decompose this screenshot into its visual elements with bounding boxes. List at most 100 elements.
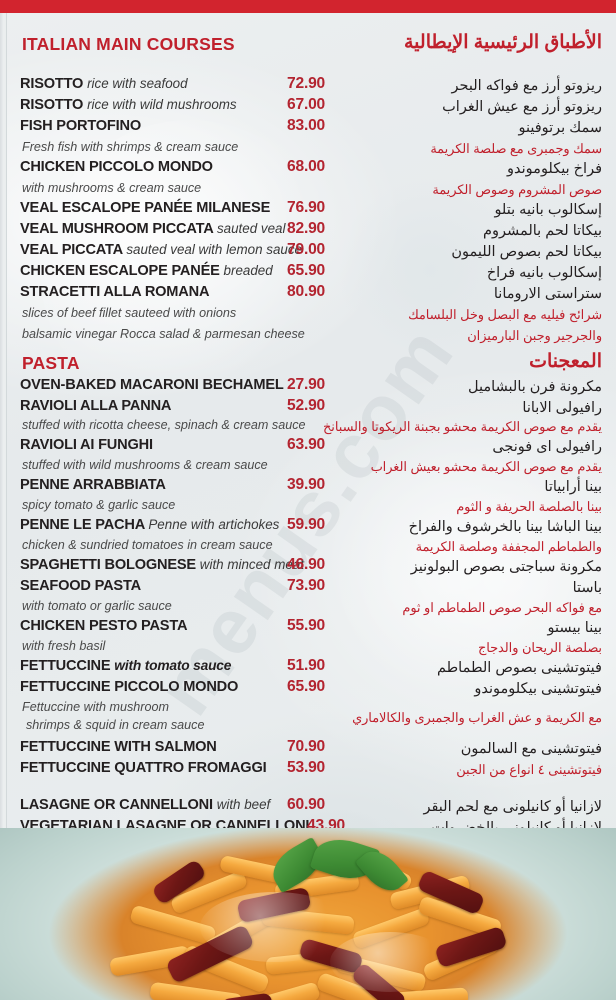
menu-item-row[interactable]: LASAGNE OR CANNELLONI with beef 60.90 [20,796,342,817]
item-name-ar: فيتوتشينى ٤ انواع من الجبن [456,762,602,777]
item-name-ar: فراخ بيكلوموندو [507,161,602,177]
menu-item-row[interactable]: STRACETTI ALLA ROMANA 80.90 [20,283,342,304]
section-title-pasta-en: PASTA [22,353,80,373]
item-description-ar: والجرجير وجبن البارميزان [467,328,602,343]
item-price: 79.00 [287,241,326,258]
item-description-ar: يقدم مع صوص الكريمة محشو بجبنة الريكوتا … [323,419,602,434]
item-description-ar: يقدم مع صوص الكريمة محشو بعيش الغراب [370,459,602,474]
item-description: with tomato or garlic sauce [22,599,172,613]
item-name: CHICKEN PICCOLO MONDO [20,159,213,175]
menu-item-row[interactable]: RAVIOLI AI FUNGHI 63.90 [20,436,342,457]
item-price: 72.90 [287,75,326,92]
item-name-ar: فيتوتشينى بصوص الطماطم [436,660,602,676]
menu-item-row[interactable]: FETTUCCINE with tomato sauce 51.90 [20,657,342,678]
item-name: RISOTTO rice with wild mushrooms [20,97,237,113]
item-price: 63.90 [287,436,326,453]
section-title-italian-main-courses-en: ITALIAN MAIN COURSES [22,34,235,54]
item-name: RAVIOLI AI FUNGHI [20,437,153,453]
item-name-ar: مكرونة فرن بالبشاميل [468,379,602,395]
item-name: OVEN-BAKED MACARONI BECHAMEL [20,377,284,393]
item-name: VEAL ESCALOPE PANÉE MILANESE [20,200,271,216]
item-name-ar: بيكاتا لحم بصوص الليمون [451,244,602,260]
menu-item-row[interactable]: CHICKEN PICCOLO MONDO 68.00 [20,158,342,179]
item-description-ar: مع فواكه البحر صوص الطماطم او ثوم [402,600,602,615]
item-name: FETTUCCINE with tomato sauce [20,658,232,674]
menu-item-row[interactable]: FISH PORTOFINO 83.00 [20,117,342,138]
item-description-ar: صوص المشروم وصوص الكريمة [432,182,602,197]
item-name: RISOTTO rice with seafood [20,76,188,92]
item-price: 52.90 [287,397,326,414]
item-price: 65.90 [287,262,326,279]
item-name-ar: رافيولى اى فونجى [492,439,602,455]
left-edge-strip [0,13,7,828]
menu-item-row[interactable]: OVEN-BAKED MACARONI BECHAMEL 27.90 [20,376,342,397]
menu-item-row[interactable]: VEAL PICCATA sauted veal with lemon sauc… [20,241,342,262]
menu-item-row[interactable]: CHICKEN ESCALOPE PANÉE breaded 65.90 [20,262,342,283]
item-description: slices of beef fillet sauteed with onion… [22,306,237,320]
item-price: 65.90 [287,678,326,695]
section-title-pasta-ar: المعجنات [529,351,602,372]
menu-content: ITALIAN MAIN COURSES الأطباق الرئيسية ال… [0,13,616,836]
item-description: balsamic vinegar Rocca salad & parmesan … [22,327,305,341]
item-name-ar: ريزوتو أرز مع فواكه البحر [451,78,602,94]
item-name: CHICKEN PESTO PASTA [20,618,188,634]
item-description: with mushrooms & cream sauce [22,181,202,195]
item-price: 27.90 [287,376,326,393]
item-name: PENNE ARRABBIATA [20,477,166,493]
item-price: 55.90 [287,617,326,634]
item-description: chicken & sundried tomatoes in cream sau… [22,538,273,552]
item-name: RAVIOLI ALLA PANNA [20,398,172,414]
menu-item-row[interactable]: SEAFOOD PASTA 73.90 [20,577,342,598]
item-price: 73.90 [287,577,326,594]
item-name-ar: إسكالوب بانيه فراخ [486,265,602,281]
item-description: with fresh basil [22,639,106,653]
top-red-bar [0,0,616,13]
item-price: 60.90 [287,796,326,813]
item-price: 51.90 [287,657,326,674]
item-price: 39.90 [287,476,326,493]
food-photo [0,828,616,1000]
item-name: LASAGNE OR CANNELLONI with beef [20,797,271,813]
item-name-ar: لازانيا أو كانيلونى مع لحم البقر [423,799,602,815]
menu-item-row[interactable]: CHICKEN PESTO PASTA 55.90 [20,617,342,638]
menu-item-row[interactable]: RISOTTO rice with wild mushrooms 67.00 [20,96,342,117]
item-name-ar: بينا الباشا بينا بالخرشوف والفراخ [408,519,602,535]
item-description: shrimps & squid in cream sauce [26,718,205,732]
menu-item-row[interactable]: FETTUCCINE QUATTRO FROMAGGI 53.90 [20,759,342,780]
item-name-ar: باستا [572,580,602,596]
item-name-ar: رافيولى الابانا [522,400,602,416]
item-description: Fettuccine with mushroom [22,700,169,714]
menu-item-row[interactable]: PENNE LE PACHA Penne with artichokes 59.… [20,516,342,537]
item-price: 59.90 [287,516,326,533]
item-price: 70.90 [287,738,326,755]
menu-item-row[interactable]: FETTUCCINE WITH SALMON 70.90 [20,738,342,759]
item-price: 76.90 [287,199,326,216]
item-name: PENNE LE PACHA Penne with artichokes [20,517,280,533]
item-description-ar: سمك وجمبرى مع صلصة الكريمة [430,141,602,156]
menu-item-row[interactable]: VEAL ESCALOPE PANÉE MILANESE 76.90 [20,199,342,220]
item-name: FISH PORTOFINO [20,118,141,134]
item-price: 80.90 [287,283,326,300]
item-description-ar: بينا بالصلصة الحريفة و الثوم [456,499,602,514]
item-name-ar: إسكالوب بانيه بتلو [494,202,602,218]
item-name-ar: مكرونة سباجتى بصوص البولونيز [410,559,602,575]
menu-item-row[interactable]: SPAGHETTI BOLOGNESE with minced meat 46.… [20,556,342,577]
pasta-plate-image [0,828,616,1000]
item-description-ar: شرائح فيليه مع البصل وخل البلسامك [408,307,602,322]
menu-item-row[interactable]: PENNE ARRABBIATA 39.90 [20,476,342,497]
item-name: VEAL PICCATA sauted veal with lemon sauc… [20,242,302,258]
item-name: FETTUCCINE QUATTRO FROMAGGI [20,760,267,776]
item-description-ar: مع الكريمة و عش الغراب والجمبرى والكالام… [352,710,602,725]
item-description-ar: بصلصة الريحان والدجاج [477,640,602,655]
item-description: stuffed with ricotta cheese, spinach & c… [22,418,306,432]
menu-item-row[interactable]: RISOTTO rice with seafood 72.90 [20,75,342,96]
item-name: STRACETTI ALLA ROMANA [20,284,210,300]
menu-item-row[interactable]: RAVIOLI ALLA PANNA 52.90 [20,397,342,418]
menu-item-row[interactable]: FETTUCCINE PICCOLO MONDO 65.90 [20,678,342,699]
section-title-italian-main-courses-ar: الأطباق الرئيسية الإيطالية [404,32,602,53]
menu-item-row[interactable]: VEAL MUSHROOM PICCATA sauted veal 82.90 [20,220,342,241]
item-name: CHICKEN ESCALOPE PANÉE breaded [20,263,273,279]
item-price: 46.90 [287,556,326,573]
item-description: Fresh fish with shrimps & cream sauce [22,140,239,154]
item-name: FETTUCCINE PICCOLO MONDO [20,679,239,695]
